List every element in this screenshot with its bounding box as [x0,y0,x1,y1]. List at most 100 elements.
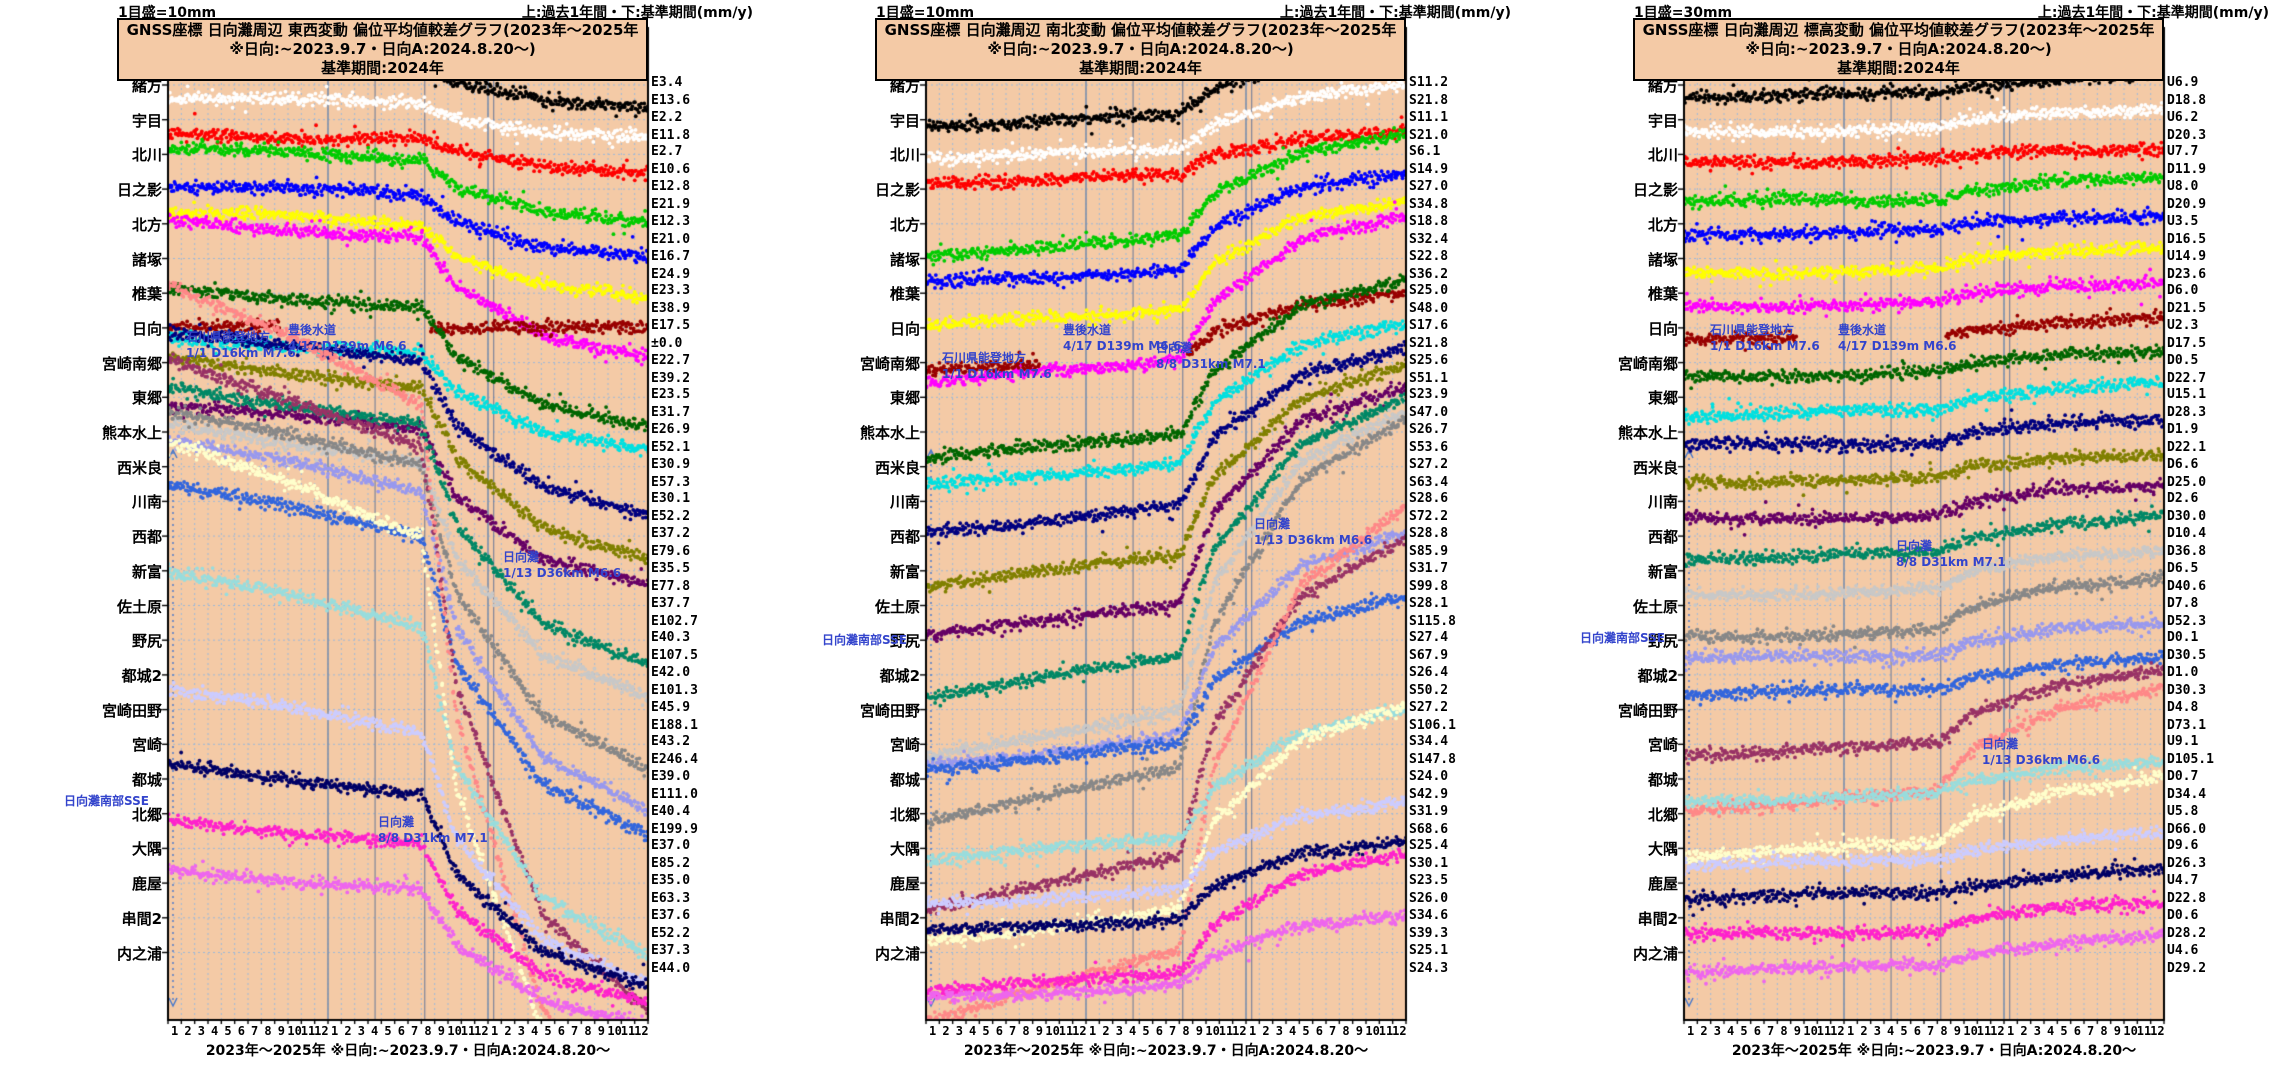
month-tick-label: 4 [2047,1024,2055,1038]
month-tick-label: 3 [1275,1024,1283,1038]
rate-value-top: E42.0 [651,664,691,680]
station-label: 東郷 [131,389,162,408]
month-tick-label: 8 [1182,1024,1190,1038]
rate-value-bottom: E52.1 [651,440,691,455]
month-tick-label: 3 [955,1024,963,1038]
month-tick-label: 7 [2087,1024,2095,1038]
rate-value-bottom: E101.3 [651,682,698,698]
rate-value-top: S25.0 [1409,283,1449,299]
month-tick-label: 11 [1218,1024,1234,1038]
station-label: 日之影 [1632,181,1678,200]
rate-value-top: D1.0 [2167,664,2199,680]
rate-value-bottom: S14.9 [1409,162,1449,178]
month-tick-label: 3 [357,1024,365,1038]
rate-value-top: E23.5 [651,387,691,403]
rate-value-top: U14.9 [2167,248,2207,264]
rate-value-bottom: E111.0 [651,787,698,802]
month-tick-label: 7 [1329,1024,1337,1038]
rate-value-bottom: S147.8 [1409,752,1456,768]
rate-value-bottom: E13.6 [651,93,691,108]
event-annotation: 日向灘 8/8 D31km M7.1 [1156,341,1266,371]
rate-value-bottom: D28.2 [2167,925,2207,941]
month-tick-label: 7 [1169,1024,1177,1038]
month-tick-label: 4 [531,1024,539,1038]
month-tick-label: 9 [1195,1024,1203,1038]
station-label: 串間2 [879,909,920,928]
month-tick-label: 10 [2123,1024,2138,1038]
month-tick-label: 1 [2007,1024,2015,1038]
rate-value-top: S6.1 [1409,144,1441,160]
rate-value-bottom: S85.9 [1409,544,1449,560]
rate-value-bottom: D73.1 [2167,717,2207,733]
station-label: 緒方 [1647,77,1678,95]
station-label: 串間2 [121,909,162,928]
rate-value-top: E30.9 [651,456,691,472]
panel-title: GNSS座標 日向灘周辺 南北変動 偏位平均値較差グラフ(2023年～2025年… [884,21,1397,58]
rate-value-top: D0.1 [2167,630,2199,646]
month-tick-label: 2 [1860,1024,1868,1038]
rate-value-top: S23.5 [1409,873,1449,889]
month-tick-label: 7 [571,1024,579,1038]
rate-value-top: D4.8 [2167,699,2199,715]
rate-value-bottom: S26.0 [1409,891,1449,907]
rate-value-bottom: E38.9 [651,301,691,317]
rate-value-top: U15.1 [2167,387,2207,403]
rate-value-bottom: D28.3 [2167,405,2207,421]
station-label: 諸塚 [1647,250,1678,269]
rate-value-top: S23.9 [1409,387,1449,403]
rates-legend: 上:過去1年間・下:基準期間(mm/y) [2037,5,2269,21]
rate-value-bottom: E11.8 [651,127,691,143]
event-annotation: 日向灘南部SSE [1580,631,1665,645]
rate-value-top: U4.7 [2167,873,2199,889]
station-label: 宇目 [889,111,920,130]
station-label: 諸塚 [889,250,920,269]
month-tick-label: 6 [995,1024,1003,1038]
rate-value-top: U5.8 [2167,803,2199,819]
rates-legend: 上:過去1年間・下:基準期間(mm/y) [521,5,753,21]
month-tick-label: 5 [224,1024,232,1038]
month-tick-label: 1 [491,1024,499,1038]
rate-value-top: E37.7 [651,595,691,611]
rate-value-top: S26.4 [1409,664,1449,680]
station-label: 西都 [1647,528,1678,547]
rate-value-bottom: S30.1 [1409,856,1449,872]
rate-value-bottom: ±0.0 [651,335,683,351]
month-tick-label: 4 [211,1024,219,1038]
month-tick-label: 5 [1142,1024,1150,1038]
rate-value-top: U6.9 [2167,75,2199,90]
month-tick-label: 8 [1780,1024,1788,1038]
station-label: 都城 [131,771,162,789]
month-tick-label: 1 [171,1024,179,1038]
panel-title: GNSS座標 日向灘周辺 東西変動 偏位平均値較差グラフ(2023年～2025年… [126,21,639,58]
rate-value-bottom: S51.1 [1409,370,1449,386]
rate-value-top: D0.7 [2167,769,2199,784]
rate-value-bottom: D66.0 [2167,821,2207,837]
rate-value-top: S11.2 [1409,75,1449,90]
station-label: 串間2 [1637,909,1678,928]
station-label: 東郷 [1647,389,1678,408]
rate-value-top: E37.2 [651,526,691,542]
rate-value-top: E37.6 [651,907,691,923]
month-tick-label: 12 [314,1024,329,1038]
rate-value-top: E16.7 [651,248,691,264]
month-tick-label: 7 [251,1024,259,1038]
rate-value-top: E35.0 [651,873,691,889]
rate-value-top: S25.6 [1409,352,1449,368]
rate-value-top: S27.4 [1409,630,1449,646]
rate-value-top: E45.9 [651,699,691,715]
rate-value-bottom: D40.6 [2167,578,2207,594]
rate-value-bottom: S48.0 [1409,301,1449,317]
station-label: 宮崎 [889,736,920,755]
station-label: 都城 [1647,771,1678,789]
rate-value-bottom: E188.1 [651,717,698,733]
rate-value-bottom: E52.2 [651,925,691,941]
rate-value-top: E2.7 [651,144,683,160]
station-label: 北川 [1647,146,1678,165]
month-tick-label: 6 [1753,1024,1761,1038]
rate-value-bottom: S21.8 [1409,335,1449,351]
month-tick-label: 11 [2136,1024,2152,1038]
station-label: 日向 [889,319,920,338]
station-label: 宮崎 [131,736,162,755]
month-tick-label: 6 [2073,1024,2081,1038]
